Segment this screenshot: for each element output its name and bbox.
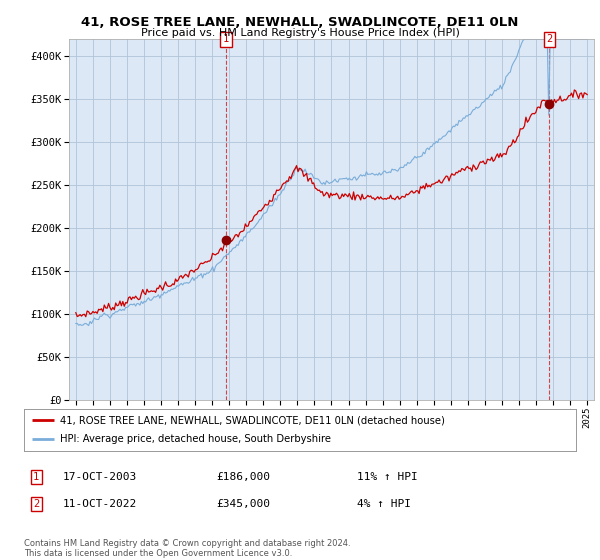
Text: 41, ROSE TREE LANE, NEWHALL, SWADLINCOTE, DE11 0LN (detached house): 41, ROSE TREE LANE, NEWHALL, SWADLINCOTE… (60, 415, 445, 425)
Text: £345,000: £345,000 (216, 499, 270, 509)
Text: 17-OCT-2003: 17-OCT-2003 (63, 472, 137, 482)
Text: 2: 2 (33, 499, 39, 509)
Text: Price paid vs. HM Land Registry's House Price Index (HPI): Price paid vs. HM Land Registry's House … (140, 28, 460, 38)
Text: 11-OCT-2022: 11-OCT-2022 (63, 499, 137, 509)
Text: HPI: Average price, detached house, South Derbyshire: HPI: Average price, detached house, Sout… (60, 435, 331, 445)
Text: 41, ROSE TREE LANE, NEWHALL, SWADLINCOTE, DE11 0LN: 41, ROSE TREE LANE, NEWHALL, SWADLINCOTE… (82, 16, 518, 29)
Text: 1: 1 (223, 34, 229, 44)
Text: 4% ↑ HPI: 4% ↑ HPI (357, 499, 411, 509)
Text: £186,000: £186,000 (216, 472, 270, 482)
Text: Contains HM Land Registry data © Crown copyright and database right 2024.
This d: Contains HM Land Registry data © Crown c… (24, 539, 350, 558)
Text: 2: 2 (546, 34, 553, 44)
Text: 11% ↑ HPI: 11% ↑ HPI (357, 472, 418, 482)
Text: 1: 1 (33, 472, 39, 482)
